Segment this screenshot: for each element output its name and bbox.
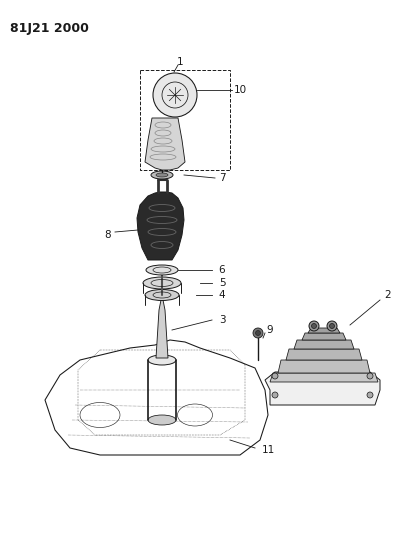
Polygon shape xyxy=(156,295,168,358)
Polygon shape xyxy=(278,360,370,373)
Text: 81J21 2000: 81J21 2000 xyxy=(10,22,89,35)
Circle shape xyxy=(330,324,334,328)
Text: 6: 6 xyxy=(219,265,225,275)
Circle shape xyxy=(327,321,337,331)
Polygon shape xyxy=(270,373,378,382)
Text: 1: 1 xyxy=(177,57,183,67)
Text: 8: 8 xyxy=(105,230,111,240)
Polygon shape xyxy=(265,372,380,405)
Ellipse shape xyxy=(148,355,176,365)
Text: 10: 10 xyxy=(234,85,247,95)
Polygon shape xyxy=(294,340,354,349)
Circle shape xyxy=(253,328,263,338)
Ellipse shape xyxy=(156,173,168,177)
Polygon shape xyxy=(286,349,362,360)
Ellipse shape xyxy=(151,171,173,179)
Text: 7: 7 xyxy=(219,173,225,183)
Ellipse shape xyxy=(145,289,179,301)
Text: 9: 9 xyxy=(267,325,273,335)
Text: 5: 5 xyxy=(219,278,225,288)
Polygon shape xyxy=(145,118,185,170)
Bar xyxy=(140,70,230,170)
Ellipse shape xyxy=(143,277,181,289)
Text: 4: 4 xyxy=(219,290,225,300)
Polygon shape xyxy=(137,192,184,260)
Text: 3: 3 xyxy=(219,315,225,325)
Ellipse shape xyxy=(148,415,176,425)
Circle shape xyxy=(367,373,373,379)
Circle shape xyxy=(256,330,261,335)
Ellipse shape xyxy=(146,265,178,275)
Circle shape xyxy=(367,392,373,398)
Circle shape xyxy=(312,324,316,328)
Circle shape xyxy=(309,321,319,331)
Circle shape xyxy=(153,73,197,117)
Circle shape xyxy=(272,373,278,379)
Polygon shape xyxy=(308,328,340,333)
Circle shape xyxy=(272,392,278,398)
Polygon shape xyxy=(302,333,346,340)
Text: 2: 2 xyxy=(385,290,391,300)
Text: 11: 11 xyxy=(261,445,275,455)
